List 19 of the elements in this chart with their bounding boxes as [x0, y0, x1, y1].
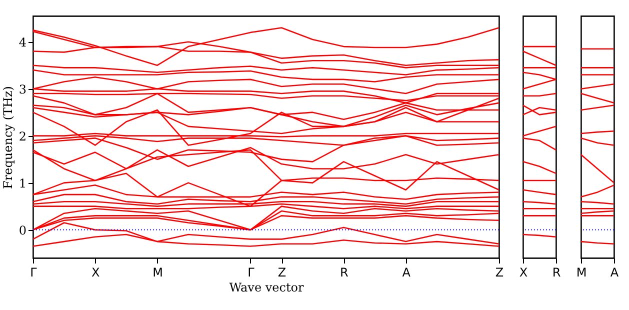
x-tick-label: A	[610, 266, 620, 280]
y-tick-label: 3	[18, 82, 26, 96]
y-tick-label: 1	[18, 176, 26, 190]
y-tick-label: 2	[18, 129, 26, 144]
x-tick-label: X	[519, 266, 528, 280]
x-tick-label: R	[340, 266, 348, 280]
x-tick-label: M	[576, 266, 587, 280]
y-tick-label: 0	[18, 223, 26, 238]
x-tick-label: Z	[278, 266, 286, 280]
x-axis-title: Wave vector	[229, 280, 304, 294]
x-tick-label: Z	[495, 266, 504, 280]
x-tick-label: A	[402, 266, 412, 280]
x-tick-label: M	[152, 266, 163, 280]
x-tick-label: X	[92, 266, 100, 280]
y-tick-label: 4	[18, 35, 27, 50]
x-tick-label: Γ	[30, 266, 38, 280]
x-tick-label: Γ	[248, 266, 255, 280]
y-axis-title: Frequency (THz)	[0, 86, 15, 189]
x-tick-label: R	[552, 266, 561, 280]
